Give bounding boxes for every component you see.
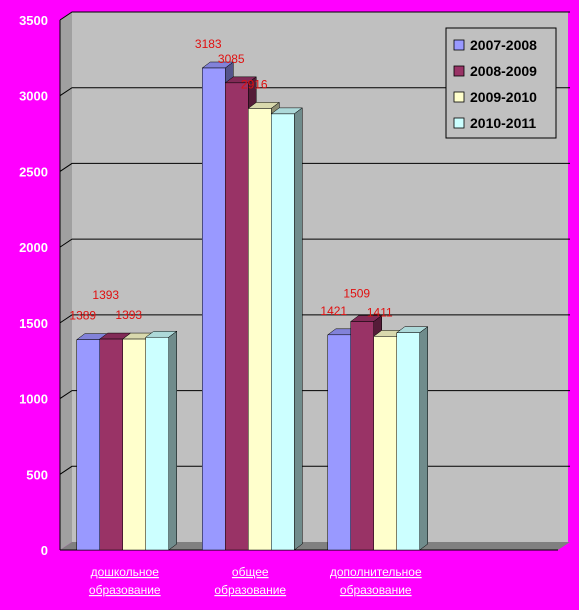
y-tick-label: 2500 bbox=[19, 164, 48, 179]
category-label: дополнительное bbox=[330, 565, 422, 579]
data-label: 1411 bbox=[367, 305, 393, 319]
legend-label: 2007-2008 bbox=[470, 37, 537, 53]
bar-side bbox=[294, 107, 303, 551]
y-tick-label: 2000 bbox=[19, 240, 48, 255]
category-label: образование bbox=[214, 583, 286, 597]
bar-front bbox=[145, 336, 169, 551]
data-label: 1389 bbox=[69, 309, 96, 323]
y-tick-label: 500 bbox=[26, 467, 48, 482]
bar-front bbox=[271, 113, 295, 551]
bar-front bbox=[202, 67, 226, 551]
data-label: 2916 bbox=[241, 77, 268, 91]
category-label: образование bbox=[340, 583, 412, 597]
category-label: дошкольное bbox=[91, 565, 160, 579]
bar-front bbox=[248, 108, 272, 551]
bar-front bbox=[99, 338, 123, 551]
bar-front bbox=[76, 339, 100, 551]
bar-front bbox=[122, 338, 146, 551]
data-label: 1393 bbox=[92, 288, 119, 302]
gridline bbox=[59, 238, 570, 248]
gridlines bbox=[59, 11, 570, 475]
plot-side-wall bbox=[60, 12, 72, 550]
data-label: 3183 bbox=[195, 37, 222, 51]
bar-front bbox=[396, 332, 420, 551]
y-tick-label: 3500 bbox=[19, 13, 48, 28]
data-label: 1393 bbox=[115, 308, 142, 322]
legend-label: 2010-2011 bbox=[470, 115, 536, 131]
bar-side bbox=[168, 330, 177, 551]
gridline bbox=[59, 11, 570, 21]
bar bbox=[145, 330, 178, 551]
legend-label: 2008-2009 bbox=[470, 63, 537, 79]
bar-front bbox=[225, 82, 249, 551]
gridline bbox=[59, 162, 570, 172]
y-tick-label: 1000 bbox=[19, 392, 48, 407]
plot-floor bbox=[60, 542, 570, 550]
bar-front bbox=[327, 334, 351, 551]
category-label: образование bbox=[89, 583, 161, 597]
bar-front bbox=[350, 321, 374, 551]
y-tick-label: 3000 bbox=[19, 89, 48, 104]
legend-swatch bbox=[453, 91, 465, 103]
bar bbox=[396, 326, 429, 551]
bar-side bbox=[419, 326, 428, 551]
legend-swatch bbox=[453, 117, 465, 129]
bar bbox=[270, 107, 303, 551]
legend-swatch bbox=[453, 39, 465, 51]
x-axis: дошкольное образование общее образование доп… bbox=[89, 565, 422, 597]
legend-swatch bbox=[453, 65, 465, 77]
legend-label: 2009-2010 bbox=[470, 89, 537, 105]
data-label: 3085 bbox=[218, 52, 245, 66]
gridline bbox=[59, 314, 570, 324]
y-tick-label: 0 bbox=[41, 543, 48, 558]
data-label: 1421 bbox=[320, 304, 347, 318]
data-label: 1509 bbox=[343, 286, 370, 300]
bars bbox=[76, 61, 429, 551]
category-label: общее bbox=[232, 565, 269, 579]
y-tick-label: 1500 bbox=[19, 316, 48, 331]
bar-front bbox=[373, 336, 397, 551]
gridline bbox=[59, 87, 570, 97]
legend: 2007-2008 2008-2009 2009-2010 2010-2011 bbox=[445, 27, 557, 139]
